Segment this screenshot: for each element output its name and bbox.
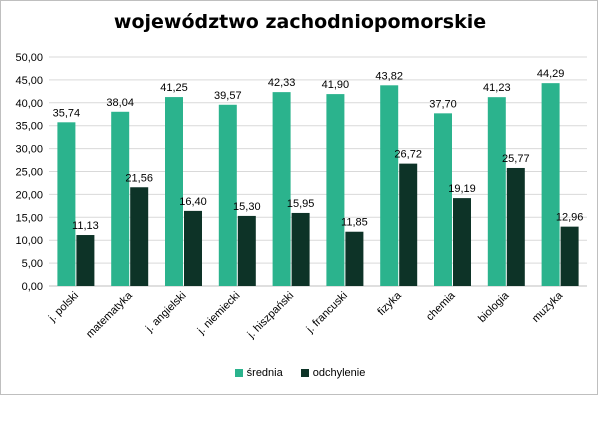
data-label: 21,56 (125, 172, 153, 184)
legend-item-srednia: średnia (234, 367, 283, 379)
x-tick-label: muzyka (530, 289, 566, 325)
data-label: 42,33 (268, 77, 296, 89)
data-label: 41,23 (483, 82, 511, 94)
y-tick-label: 35,00 (15, 121, 43, 133)
y-tick-label: 45,00 (15, 75, 43, 87)
data-label: 43,82 (375, 70, 403, 82)
data-label: 16,40 (179, 196, 207, 208)
x-tick-label: j. francuski (304, 290, 350, 336)
legend: średnia odchylenie (1, 367, 599, 379)
y-tick-label: 15,00 (15, 212, 43, 224)
y-tick-label: 50,00 (15, 52, 43, 64)
legend-swatch-odchylenie (300, 369, 309, 377)
data-label: 15,30 (233, 201, 261, 213)
x-tick-label: fizyka (375, 289, 404, 318)
legend-item-odchylenie: odchylenie (300, 367, 366, 379)
bar-srednia (111, 111, 130, 287)
chart-title: województwo zachodniopomorskie (113, 11, 487, 33)
bar-srednia (165, 97, 183, 286)
bar-odchylenie (130, 187, 149, 286)
data-label: 38,04 (106, 97, 134, 109)
bar-srednia (272, 92, 291, 286)
legend-label-srednia: średnia (246, 367, 283, 379)
x-tick-label: j. angielski (143, 290, 189, 336)
chart-frame: województwo zachodniopomorskie 0,00 5,00 1… (0, 0, 598, 395)
x-tick-label: matematyka (84, 289, 135, 340)
legend-swatch-srednia (234, 369, 243, 377)
data-label: 41,25 (160, 82, 188, 94)
bar-odchylenie (560, 226, 579, 286)
data-label: 15,95 (287, 198, 315, 210)
y-tick-label: 0,00 (22, 281, 43, 293)
data-label: 37,70 (429, 98, 457, 110)
y-tick-label: 30,00 (15, 144, 43, 156)
data-label: 25,77 (502, 153, 530, 165)
data-label: 19,19 (448, 183, 476, 195)
bar-odchylenie (345, 231, 364, 286)
bar-odchylenie (237, 215, 256, 286)
legend-label-odchylenie: odchylenie (312, 367, 366, 379)
data-label: 35,74 (53, 107, 81, 119)
x-tick-label: biologia (476, 289, 512, 325)
y-tick-label: 20,00 (15, 189, 43, 201)
data-label: 11,85 (341, 217, 368, 229)
data-label: 12,96 (556, 212, 584, 224)
x-tick-label: j. hiszpański (245, 290, 297, 342)
bar-odchylenie (399, 163, 418, 286)
bar-srednia (434, 113, 452, 286)
bar-srednia (326, 94, 345, 287)
bar-odchylenie (453, 198, 471, 286)
y-tick-label: 5,00 (22, 258, 43, 270)
data-label: 39,57 (214, 90, 242, 102)
bar-srednia (487, 97, 506, 287)
data-label: 26,72 (394, 149, 422, 161)
y-tick-label: 10,00 (15, 235, 43, 247)
y-tick-label: 40,00 (15, 98, 43, 110)
bar-odchylenie (76, 235, 95, 286)
plot-area: 0,00 5,00 10,00 15,00 20,00 25,00 30,00 35,00 40… (15, 52, 587, 342)
bar-srednia (541, 83, 560, 287)
data-label: 11,13 (72, 220, 99, 232)
bar-srednia (57, 122, 76, 287)
bar-odchylenie (291, 212, 310, 286)
bar-srednia (218, 104, 237, 286)
bar-odchylenie (506, 167, 525, 286)
x-tick-label: j. niemiecki (195, 290, 243, 338)
bar-srednia (380, 85, 399, 286)
data-label: 41,90 (322, 79, 350, 91)
x-tick-label: j. polski (46, 290, 81, 325)
y-tick-label: 25,00 (15, 167, 43, 179)
bar-odchylenie (184, 210, 202, 286)
data-label: 44,29 (537, 68, 565, 80)
x-tick-label: chemia (424, 289, 458, 323)
